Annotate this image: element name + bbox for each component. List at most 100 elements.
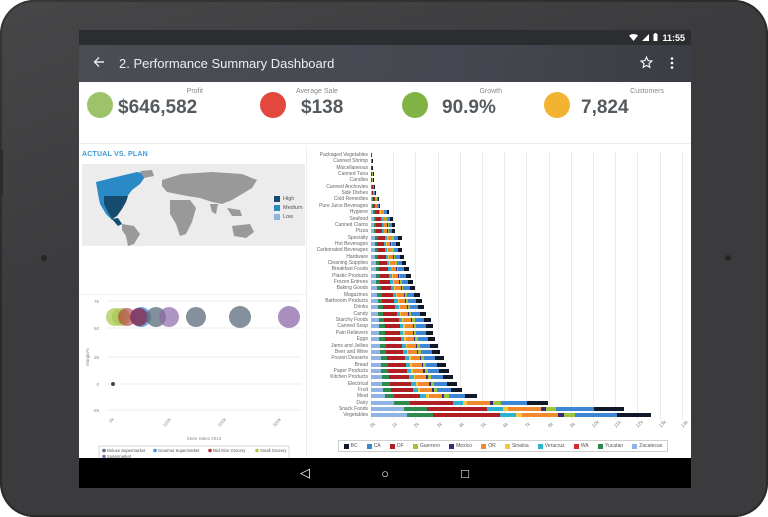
bar-row[interactable] bbox=[371, 203, 380, 208]
bar-segment bbox=[374, 222, 377, 227]
bar-row[interactable] bbox=[371, 311, 427, 316]
bar-segment bbox=[396, 311, 400, 316]
legend-item[interactable]: WA bbox=[573, 443, 589, 449]
kpi-average-sale[interactable]: Average Sale $138 bbox=[260, 88, 380, 128]
bar-segment bbox=[423, 318, 431, 323]
bar-row[interactable] bbox=[371, 273, 411, 278]
bar-row[interactable] bbox=[371, 381, 458, 386]
bar-row[interactable] bbox=[371, 260, 407, 265]
stacked-bar-chart[interactable]: 0k 1k 2k 3k 4k 5k 6k 7k 8k 9k 10k 11k 12k 13k 14k bbox=[369, 152, 690, 429]
bubble-chart[interactable]: 75 50 25 0 -25 Margin% 0k 100k 200k 300k… bbox=[79, 294, 307, 488]
bar-segment bbox=[373, 210, 375, 215]
world-map[interactable]: High Medium Low bbox=[82, 164, 305, 246]
bar-segment bbox=[406, 349, 409, 354]
bar-row[interactable] bbox=[371, 318, 431, 323]
bar-row[interactable] bbox=[371, 191, 376, 196]
bar-row[interactable] bbox=[371, 216, 394, 221]
legend-item[interactable]: Mexico bbox=[449, 443, 472, 449]
bar-segment bbox=[409, 305, 418, 310]
legend-item[interactable]: DF bbox=[389, 443, 404, 449]
bar-segment bbox=[489, 400, 494, 405]
bar-row[interactable] bbox=[371, 235, 402, 240]
gridline bbox=[504, 152, 506, 420]
bar-segment bbox=[377, 241, 385, 246]
nav-recents-icon[interactable]: □ bbox=[461, 465, 469, 481]
bar-row[interactable] bbox=[371, 413, 651, 418]
bubble-chart-svg: 75 50 25 0 -25 Margin% 0k 100k 200k 300k… bbox=[85, 299, 301, 462]
bar-row[interactable] bbox=[371, 387, 462, 392]
legend-item[interactable]: Yucatan bbox=[597, 443, 623, 449]
bar-row[interactable] bbox=[371, 400, 549, 405]
bar-row[interactable] bbox=[371, 330, 434, 335]
bar-row[interactable] bbox=[371, 254, 405, 259]
bar-segment bbox=[413, 330, 417, 335]
bar-row[interactable] bbox=[371, 299, 422, 304]
bar-row[interactable] bbox=[371, 368, 449, 373]
bar-row[interactable] bbox=[371, 172, 374, 177]
bar-segment bbox=[417, 305, 425, 310]
bar-row[interactable] bbox=[371, 375, 454, 380]
bar-row[interactable] bbox=[371, 394, 478, 399]
bar-row[interactable] bbox=[371, 337, 436, 342]
bar-segment bbox=[411, 362, 422, 367]
bar-row[interactable] bbox=[371, 241, 400, 246]
nav-back-icon[interactable]: ◁ bbox=[300, 465, 310, 480]
battery-icon bbox=[653, 32, 658, 43]
kpi-customers[interactable]: Customers 7,824 bbox=[544, 88, 674, 128]
bar-row[interactable] bbox=[371, 267, 409, 272]
bar-row[interactable] bbox=[371, 159, 372, 164]
bar-segment bbox=[540, 407, 546, 411]
bar-segment bbox=[381, 292, 394, 297]
legend-item[interactable]: Sinaloa bbox=[504, 443, 529, 449]
bar-segment bbox=[507, 407, 541, 411]
bar-row[interactable] bbox=[371, 324, 434, 329]
bar-category-label: Candy bbox=[353, 310, 368, 317]
bar-row[interactable] bbox=[371, 210, 389, 215]
gridline bbox=[459, 152, 461, 420]
legend-item[interactable]: CA bbox=[366, 443, 381, 449]
bar-row[interactable] bbox=[371, 407, 624, 411]
bar-row[interactable] bbox=[371, 248, 402, 253]
bar-row[interactable] bbox=[371, 292, 420, 297]
bar-segment bbox=[371, 222, 375, 227]
legend-item[interactable]: Veracruz bbox=[537, 443, 565, 449]
bar-category-label: Snack Foods bbox=[338, 406, 368, 412]
kpi-indicator-icon bbox=[402, 92, 428, 118]
bar-row[interactable] bbox=[371, 362, 447, 367]
kpi-growth[interactable]: Growth 90.9% bbox=[402, 88, 522, 128]
bar-row[interactable] bbox=[371, 165, 373, 170]
more-vert-icon[interactable] bbox=[659, 56, 685, 72]
bar-segment bbox=[416, 343, 420, 348]
bar-segment bbox=[424, 356, 436, 361]
bar-row[interactable] bbox=[371, 178, 374, 183]
bar-row[interactable] bbox=[371, 305, 425, 310]
legend-item[interactable]: Guerrero bbox=[412, 443, 440, 449]
arrow-left-icon[interactable] bbox=[93, 55, 113, 72]
legend-swatch bbox=[632, 443, 638, 449]
bar-row[interactable] bbox=[371, 356, 445, 361]
bar-segment bbox=[407, 280, 414, 284]
bar-row[interactable] bbox=[371, 197, 379, 202]
bar-segment bbox=[379, 273, 390, 278]
bar-segment bbox=[374, 229, 377, 234]
bar-segment bbox=[399, 324, 404, 329]
bar-segment bbox=[383, 210, 384, 215]
nav-home-icon[interactable]: ○ bbox=[381, 465, 389, 481]
legend-swatch bbox=[481, 443, 487, 449]
legend-item[interactable]: BC bbox=[343, 443, 358, 449]
bar-row[interactable] bbox=[371, 343, 438, 348]
kpi-profit[interactable]: Profit $646,582 bbox=[87, 88, 217, 128]
bar-row[interactable] bbox=[371, 280, 414, 284]
legend-item[interactable]: Zacatecas bbox=[632, 443, 662, 449]
bar-segment bbox=[463, 400, 467, 405]
bar-row[interactable] bbox=[371, 222, 396, 227]
bar-row[interactable] bbox=[371, 286, 416, 291]
bar-segment bbox=[371, 267, 376, 272]
legend-swatch bbox=[537, 443, 543, 449]
bar-chart-legend: BC CA DF Guerrero Mexico OR Sinaloa Veracruz WA Y… bbox=[338, 440, 668, 452]
bar-row[interactable] bbox=[371, 229, 396, 234]
bar-row[interactable] bbox=[371, 349, 440, 354]
star-outline-icon[interactable] bbox=[633, 55, 659, 72]
bar-row[interactable] bbox=[371, 184, 375, 189]
legend-item[interactable]: OR bbox=[481, 443, 496, 449]
